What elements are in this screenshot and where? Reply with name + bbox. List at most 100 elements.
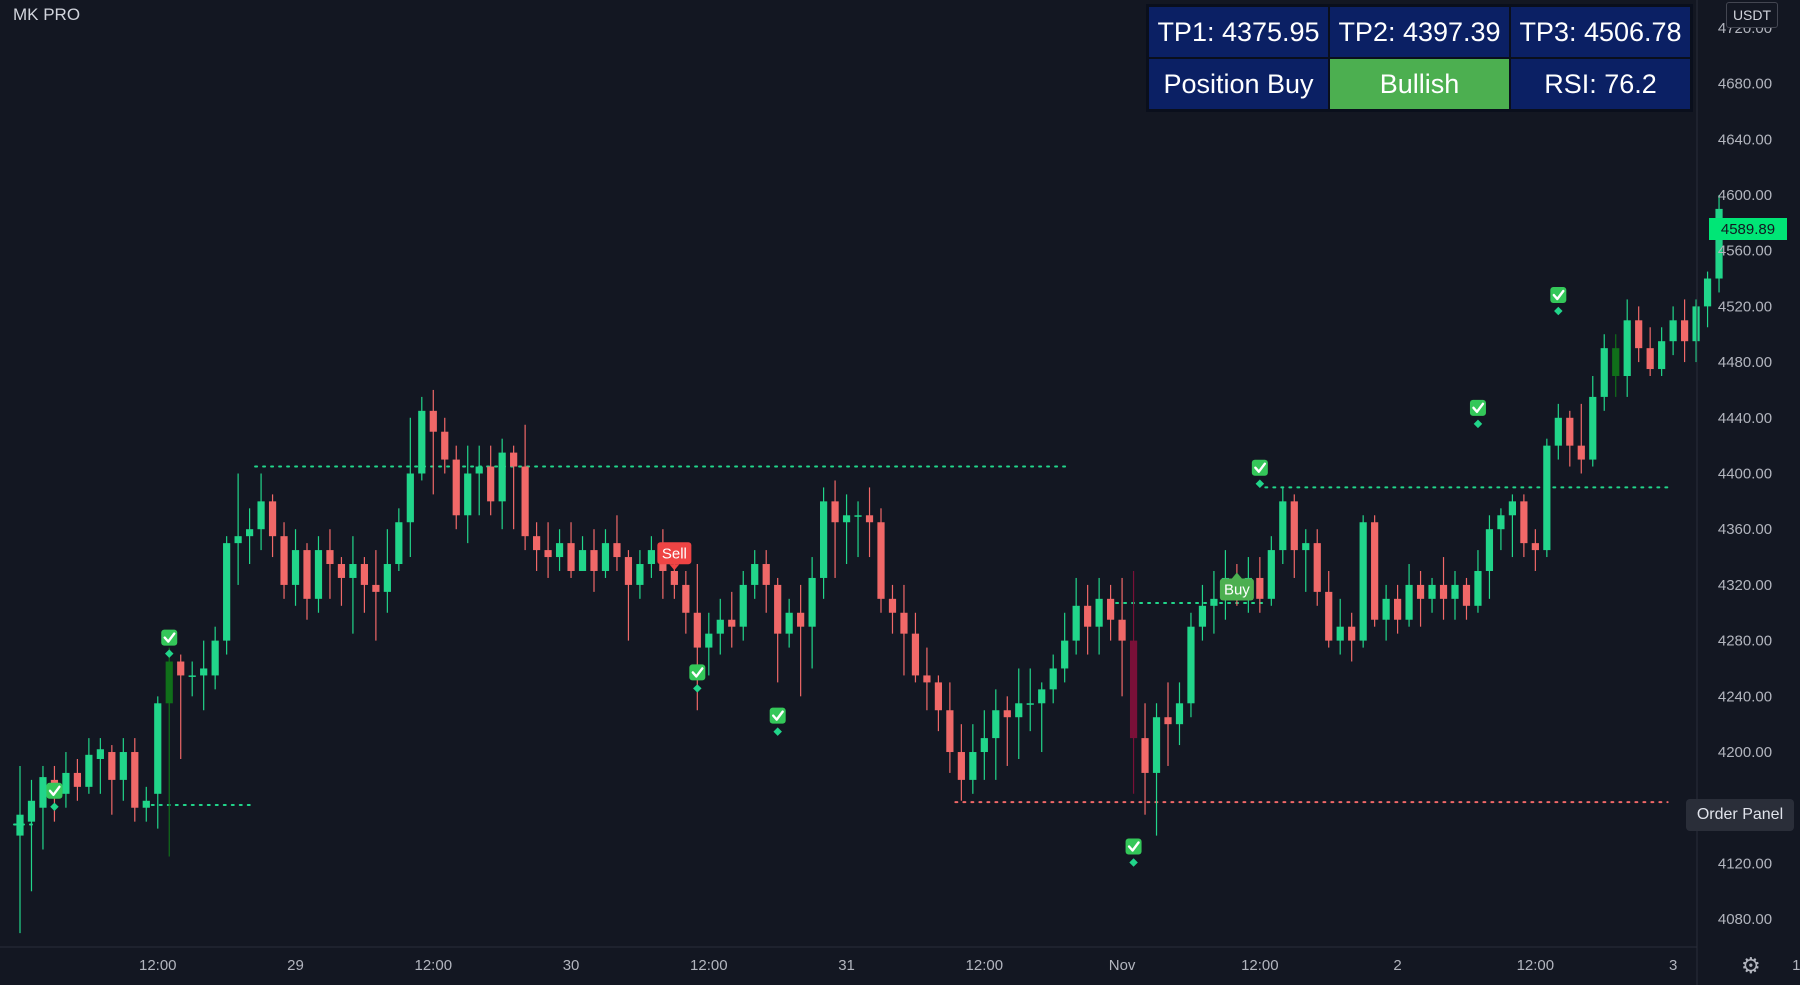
candle-body	[1325, 591, 1333, 641]
candle-body	[1382, 598, 1390, 620]
candle-body	[900, 612, 908, 634]
price-tick-label: 4520.00	[1718, 298, 1772, 315]
candle-body	[464, 473, 472, 516]
candle-body	[1164, 717, 1172, 725]
candle-body	[1336, 626, 1344, 641]
candle-body	[1129, 640, 1138, 739]
candle	[1577, 403, 1585, 474]
last-price-bg	[1709, 218, 1787, 240]
gear-icon[interactable]: ⚙	[1741, 953, 1761, 978]
candle	[452, 445, 460, 530]
candle	[154, 696, 162, 829]
candle	[1129, 570, 1138, 794]
candle-body	[234, 536, 242, 544]
check-mark-tick	[1472, 402, 1485, 414]
candle	[188, 661, 196, 697]
candle	[1118, 577, 1126, 697]
rsi-cell: RSI: 76.2	[1509, 57, 1693, 112]
candle-body	[1508, 501, 1516, 516]
price-tick-label: 4080.00	[1718, 911, 1772, 928]
candle	[992, 689, 1000, 780]
candle	[1302, 529, 1310, 592]
candle-body	[888, 598, 897, 613]
candle	[303, 543, 311, 620]
candle-body	[177, 661, 185, 676]
candle	[1543, 438, 1551, 558]
candle	[739, 570, 747, 641]
candle	[498, 438, 506, 530]
candle-body	[1485, 529, 1494, 571]
candle	[705, 612, 713, 676]
candle	[751, 550, 759, 599]
candle-body	[1256, 577, 1264, 599]
candle-body	[820, 501, 828, 578]
candle	[728, 591, 736, 648]
candle	[418, 396, 426, 481]
time-tick-label: 2	[1393, 957, 1401, 974]
candle-body	[1359, 522, 1367, 641]
info-row-targets: TP1: 4375.95 TP2: 4397.39 TP3: 4506.78	[1146, 4, 1693, 59]
candle-body	[1439, 584, 1448, 599]
candle	[980, 710, 988, 780]
candle	[854, 501, 862, 558]
candle	[16, 765, 24, 934]
candle	[820, 487, 828, 599]
candle	[1451, 570, 1459, 620]
candle	[1600, 334, 1608, 411]
candle-body	[911, 633, 920, 676]
candle	[372, 550, 380, 641]
candle-body	[1118, 619, 1126, 641]
candle	[1015, 668, 1023, 759]
candle-body	[108, 752, 116, 780]
candle-body	[934, 682, 942, 711]
candle-body	[1554, 417, 1562, 446]
candle-body	[521, 466, 529, 537]
candle-body	[567, 543, 575, 571]
candle-body	[119, 752, 127, 780]
indicator-title[interactable]: MK PRO	[13, 5, 81, 24]
candle-body	[452, 459, 460, 516]
candle-body	[1566, 417, 1574, 446]
candle-body	[406, 473, 414, 523]
price-tick-label: 4560.00	[1718, 243, 1772, 260]
candle-body	[1612, 348, 1620, 377]
candle	[1348, 612, 1356, 662]
time-axis[interactable]: 12:00 29 12:00 30 12:00 31 12:00 Nov 12:00 2 12:00…	[139, 957, 1800, 974]
tp3-cell: TP3: 4506.78	[1509, 4, 1693, 59]
time-tick-label: 31	[838, 957, 855, 974]
candle-body	[1497, 515, 1505, 530]
candle	[1681, 299, 1689, 363]
trend-cell: Bullish	[1328, 57, 1511, 112]
candle-body	[16, 814, 24, 836]
candle	[177, 654, 185, 759]
signal-label-bg	[1219, 578, 1254, 601]
candle-body	[395, 522, 403, 565]
currency-selector[interactable]: USDT	[1726, 2, 1778, 28]
candle	[211, 626, 219, 690]
candle	[601, 529, 610, 578]
candle	[888, 584, 897, 634]
candle-body	[1049, 668, 1057, 690]
candle	[613, 515, 621, 571]
candle	[831, 480, 839, 578]
candle-body	[751, 564, 759, 585]
candle-body	[1095, 598, 1103, 627]
candle	[441, 417, 449, 474]
time-tick-label: 12:00	[1792, 957, 1800, 974]
candle	[246, 508, 254, 565]
candle-body	[693, 612, 701, 648]
candle-body	[923, 675, 931, 683]
candle-body	[1279, 501, 1287, 551]
candle-body	[670, 570, 678, 585]
signal-label-text: Buy	[1224, 581, 1250, 598]
candle-body	[1084, 605, 1092, 627]
candle	[234, 473, 242, 585]
check-mark-tick	[691, 667, 704, 678]
order-panel-button[interactable]: Order Panel	[1686, 799, 1794, 831]
candle	[1416, 570, 1425, 627]
candle	[716, 598, 724, 655]
candle-body	[980, 738, 988, 753]
candle	[969, 724, 977, 794]
